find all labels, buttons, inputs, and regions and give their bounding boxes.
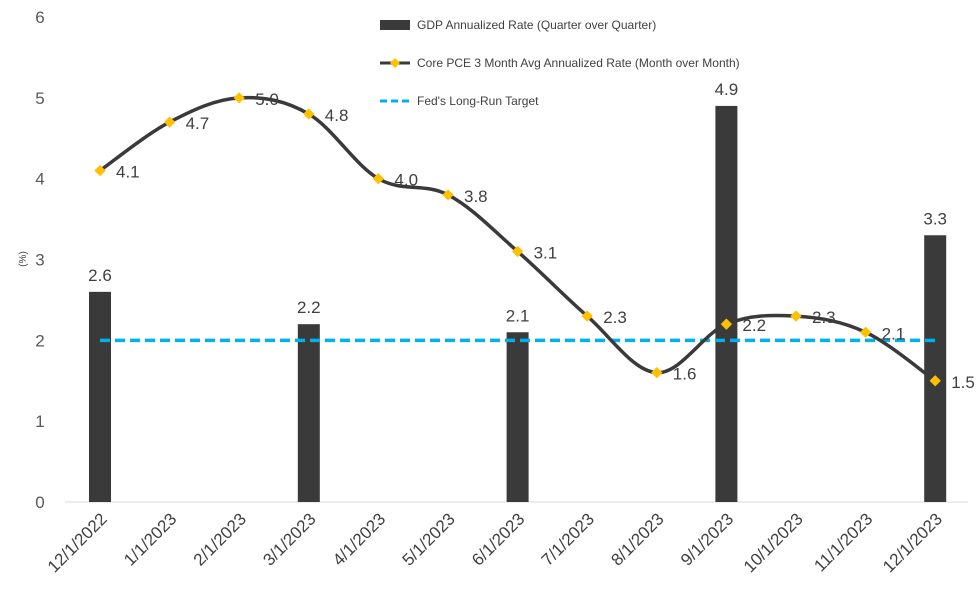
x-tick-label: 12/1/2023	[879, 509, 946, 576]
y-axis-label: (%)	[18, 251, 29, 267]
y-tick-label: 2	[35, 331, 44, 350]
x-tick-label: 10/1/2023	[740, 509, 807, 576]
y-tick-label: 3	[35, 251, 44, 270]
pce-data-label: 5.0	[255, 90, 279, 109]
gdp-bar-label: 2.1	[506, 306, 530, 325]
pce-data-label: 4.0	[394, 171, 418, 190]
pce-marker	[929, 375, 941, 387]
pce-marker	[651, 367, 663, 379]
pce-marker	[859, 326, 872, 338]
pce-data-label: 2.3	[812, 308, 836, 327]
pce-data-label: 4.8	[325, 106, 349, 125]
pce-data-label: 1.6	[673, 365, 697, 384]
pce-data-label: 2.1	[882, 324, 906, 343]
x-tick-label: 3/1/2023	[259, 509, 319, 569]
x-tick-label: 9/1/2023	[677, 509, 737, 569]
pce-data-label: 3.1	[534, 243, 558, 262]
pce-line	[94, 92, 941, 387]
x-tick-label: 6/1/2023	[468, 509, 528, 569]
gdp-bar	[924, 235, 947, 503]
pce-data-label: 1.5	[951, 373, 975, 392]
legend-gdp-swatch	[380, 20, 410, 30]
pce-data-label: 2.3	[603, 308, 627, 327]
x-tick-label: 2/1/2023	[190, 509, 250, 569]
legend-target-label: Fed's Long-Run Target	[417, 94, 539, 108]
pce-marker	[233, 92, 245, 104]
pce-data-label: 4.7	[186, 114, 210, 133]
y-tick-label: 6	[35, 8, 44, 27]
pce-marker	[372, 173, 385, 185]
x-tick-label: 4/1/2023	[329, 509, 389, 569]
data-labels: 2.6 2.2 2.1 4.9 3.3 4.1 4.7 5.0 4.8 4.0 3.8 3.1 2.3 1…	[88, 80, 975, 392]
legend-pce-label: Core PCE 3 Month Avg Annualized Rate (Mo…	[417, 56, 740, 70]
pce-data-label: 4.1	[116, 163, 140, 182]
legend-pce-marker	[390, 58, 400, 68]
pce-marker	[581, 310, 593, 322]
gdp-bar-label: 4.9	[715, 80, 739, 99]
gdp-bar	[89, 291, 111, 502]
x-tick-label: 11/1/2023	[810, 509, 876, 575]
gdp-bar-label: 2.2	[297, 298, 321, 317]
gdp-bar	[506, 332, 529, 502]
x-tick-label: 5/1/2023	[399, 509, 459, 569]
gdp-bar-label: 2.6	[88, 266, 112, 285]
x-tick-label: 7/1/2023	[538, 509, 598, 569]
gdp-bar-label: 3.3	[923, 209, 947, 228]
x-tick-label: 12/1/2022	[44, 509, 111, 576]
y-tick-label: 1	[35, 412, 44, 431]
y-tick-label: 4	[35, 170, 44, 189]
gdp-bar	[715, 105, 738, 503]
pce-marker	[720, 318, 733, 330]
gdp-bars	[89, 105, 947, 503]
legend-gdp-label: GDP Annualized Rate (Quarter over Quarte…	[417, 18, 656, 32]
x-tick-label: 1/1/2023	[120, 509, 180, 569]
pce-data-label: 3.8	[464, 187, 488, 206]
x-tick-label: 8/1/2023	[607, 509, 667, 569]
y-axis: 0 1 2 3 4 5 6	[35, 8, 44, 512]
y-tick-label: 5	[35, 89, 44, 108]
legend: GDP Annualized Rate (Quarter over Quarte…	[380, 18, 740, 108]
pce-marker	[511, 245, 524, 258]
gdp-bar	[297, 324, 320, 502]
pce-data-label: 2.2	[742, 316, 766, 335]
pce-marker	[790, 310, 802, 322]
x-axis: 12/1/2022 1/1/2023 2/1/2023 3/1/2023 4/1/202…	[44, 509, 946, 576]
y-tick-label: 0	[35, 493, 44, 512]
pce-marker	[442, 189, 454, 201]
